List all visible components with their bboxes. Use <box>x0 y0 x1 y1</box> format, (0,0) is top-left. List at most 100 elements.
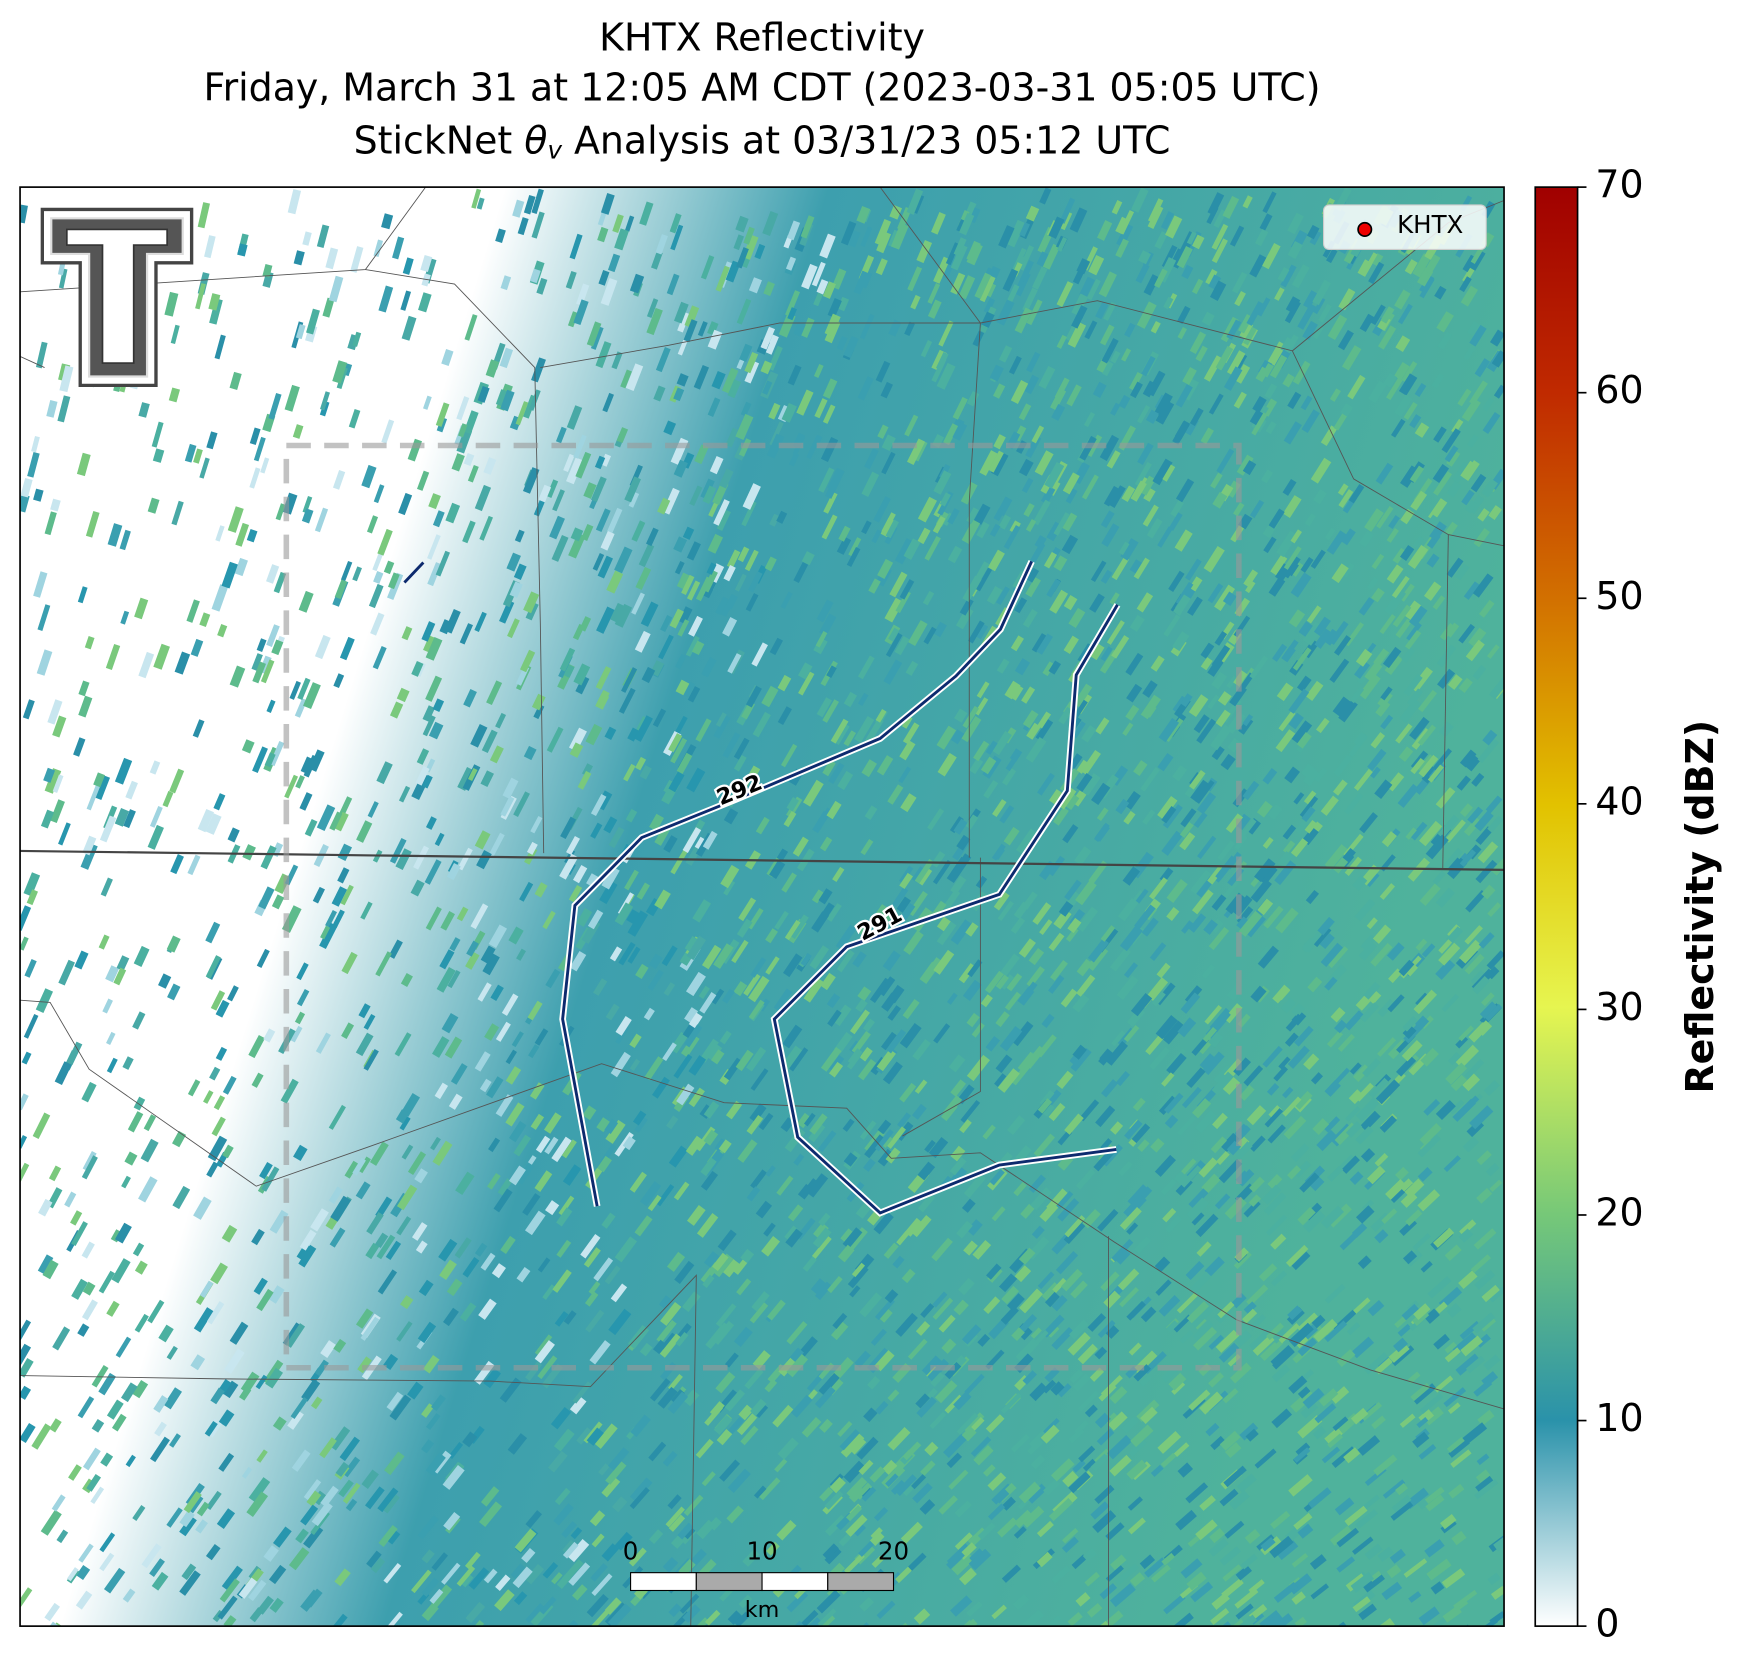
radar-gate <box>1166 878 1188 903</box>
radar-gate <box>593 1257 614 1282</box>
radar-gate <box>1234 364 1251 384</box>
radar-gate <box>816 1613 836 1627</box>
radar-gate <box>1130 381 1143 399</box>
radar-gate <box>1424 1539 1445 1558</box>
radar-gate <box>634 1116 648 1133</box>
radar-gate <box>1398 746 1414 762</box>
radar-gate <box>1386 377 1403 401</box>
radar-gate <box>689 485 703 506</box>
radar-gate <box>294 1011 306 1025</box>
radar-gate <box>1046 578 1061 598</box>
radar-gate <box>920 340 933 358</box>
radar-gate <box>1000 953 1020 977</box>
radar-gate <box>329 1426 351 1451</box>
radar-gate <box>1435 1100 1456 1121</box>
radar-gate <box>1282 1086 1294 1099</box>
radar-gate <box>980 994 993 1008</box>
radar-gate <box>777 1437 799 1460</box>
radar-gate <box>474 611 487 633</box>
radar-gate <box>334 1568 351 1587</box>
radar-gate <box>846 546 861 568</box>
radar-gate <box>1297 675 1312 692</box>
radar-gate <box>1239 1084 1255 1101</box>
radar-gate <box>686 935 707 961</box>
radar-gate <box>987 549 1005 572</box>
radar-gate <box>999 805 1015 824</box>
radar-gate <box>1423 1098 1441 1116</box>
radar-gate <box>1151 991 1166 1007</box>
radar-gate <box>1476 1020 1493 1036</box>
radar-gate <box>1268 577 1286 597</box>
radar-gate <box>1154 231 1168 250</box>
radar-gate <box>1242 714 1254 727</box>
radar-gate <box>1010 635 1024 652</box>
radar-gate <box>784 1225 798 1241</box>
radar-gate <box>1371 587 1385 603</box>
radar-gate <box>456 1565 476 1587</box>
radar-gate <box>573 299 589 326</box>
radar-gate <box>829 1476 846 1494</box>
radar-gate <box>1250 878 1272 903</box>
radar-gate <box>1215 345 1234 371</box>
radar-gate <box>874 219 892 246</box>
radar-gate <box>695 1438 714 1459</box>
radar-gate <box>1435 887 1455 908</box>
radar-gate <box>1467 321 1481 337</box>
radar-gate <box>930 1372 945 1387</box>
radar-gate <box>720 864 740 889</box>
radar-gate <box>497 1178 513 1196</box>
radar-gate <box>769 859 786 880</box>
radar-gate <box>1353 732 1367 747</box>
radar-gate <box>187 854 201 876</box>
radar-gate <box>1101 523 1120 547</box>
radar-gate <box>924 536 941 561</box>
radar-gate <box>904 321 915 337</box>
radar-gate <box>1032 499 1051 526</box>
radar-gate <box>1259 213 1273 231</box>
radar-gate <box>1229 685 1247 707</box>
radar-gate <box>1490 1585 1505 1600</box>
radar-gate <box>991 1604 1007 1620</box>
radar-gate <box>1105 1325 1120 1339</box>
radar-gate <box>1050 1458 1075 1482</box>
radar-gate <box>1290 572 1312 598</box>
radar-gate <box>843 335 859 358</box>
colorbar-tick-label: 10 <box>1595 1396 1643 1440</box>
radar-gate <box>1446 1436 1465 1453</box>
radar-gate <box>377 1487 399 1513</box>
scale-tick-label: 10 <box>746 1537 777 1566</box>
radar-gate <box>1018 403 1032 421</box>
radar-gate <box>961 1426 977 1442</box>
radar-gate <box>1207 865 1225 885</box>
radar-gate <box>169 1433 181 1448</box>
radar-gate <box>754 1403 769 1418</box>
radar-gate <box>623 763 636 782</box>
radar-gate <box>537 1355 558 1380</box>
radar-gate <box>894 636 910 656</box>
radar-gate <box>70 1210 83 1226</box>
radar-gate <box>179 1570 201 1596</box>
radar-gate <box>1309 230 1322 246</box>
radar-gate <box>1168 512 1183 531</box>
radar-gate <box>1319 933 1335 950</box>
radar-gate <box>1205 1422 1220 1437</box>
radar-gate <box>366 1211 384 1235</box>
radar-gate <box>1448 1483 1465 1499</box>
radar-gate <box>1182 366 1197 385</box>
radar-gate <box>598 269 610 286</box>
radar-gate <box>742 483 761 510</box>
radar-gate <box>491 1263 506 1279</box>
radar-gate <box>979 450 998 476</box>
radar-gate <box>1395 1166 1409 1181</box>
radar-gate <box>1234 1330 1252 1348</box>
radar-gate <box>143 1114 157 1132</box>
radar-gate <box>745 593 759 612</box>
radar-gate <box>1142 809 1156 825</box>
radar-gate <box>717 1229 737 1252</box>
radar-gate <box>421 621 436 642</box>
radar-gate <box>1073 683 1093 708</box>
radar-gate <box>881 1031 897 1051</box>
radar-gate <box>1057 1198 1080 1222</box>
radar-gate <box>1432 748 1452 771</box>
radar-gate <box>1177 1462 1194 1478</box>
